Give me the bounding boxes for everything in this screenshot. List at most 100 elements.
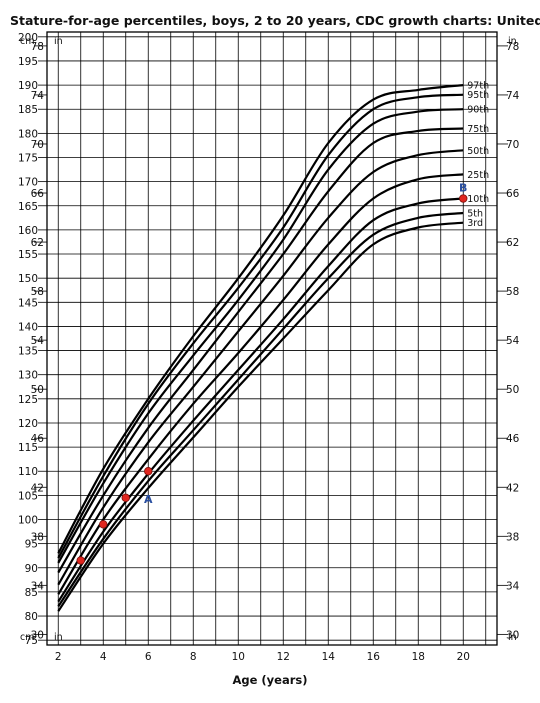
annotation-B: B bbox=[459, 181, 467, 194]
x-tick-label: 14 bbox=[322, 651, 336, 663]
percentile-label-25th: 25th bbox=[467, 170, 489, 181]
inch-tick-label-right: 66 bbox=[506, 188, 520, 200]
percentile-label-50th: 50th bbox=[467, 146, 489, 157]
inch-tick-label-left: 74 bbox=[31, 90, 45, 102]
in-unit-top-left: in bbox=[54, 36, 63, 47]
in-unit-bottom-right: in bbox=[508, 632, 517, 643]
measurement-point bbox=[121, 493, 130, 502]
x-axis-label: Age (years) bbox=[232, 673, 307, 687]
cm-tick-label: 125 bbox=[18, 394, 38, 406]
inch-tick-label-left: 58 bbox=[31, 286, 44, 298]
cm-tick-label: 165 bbox=[18, 201, 38, 213]
x-tick-label: 10 bbox=[232, 651, 245, 663]
annotation-A: A bbox=[144, 493, 153, 506]
inch-tick-label-right: 54 bbox=[506, 335, 520, 347]
inch-tick-label-right: 58 bbox=[506, 286, 519, 298]
cm-tick-label: 135 bbox=[18, 346, 38, 358]
inch-tick-label-left: 62 bbox=[31, 237, 44, 249]
cm-tick-label: 90 bbox=[25, 563, 38, 575]
cm-tick-label: 110 bbox=[18, 466, 38, 478]
cm-tick-label: 190 bbox=[18, 80, 38, 92]
cm-tick-label: 180 bbox=[18, 128, 38, 140]
percentile-curve-95th bbox=[57, 93, 464, 559]
inch-tick-label-left: 30 bbox=[31, 629, 44, 641]
grid bbox=[46, 31, 498, 646]
inch-tick-label-right: 78 bbox=[506, 41, 519, 53]
inch-tick-label-right: 34 bbox=[506, 580, 520, 592]
x-tick-label: 6 bbox=[145, 651, 152, 663]
inch-tick-label-left: 46 bbox=[31, 433, 45, 445]
inch-tick-label-left: 54 bbox=[31, 335, 45, 347]
x-tick-label: 2 bbox=[55, 651, 62, 663]
percentile-curve-75th bbox=[57, 127, 464, 574]
cm-tick-label: 195 bbox=[18, 56, 38, 68]
cm-tick-label: 100 bbox=[18, 515, 38, 527]
inch-tick-label-right: 62 bbox=[506, 237, 519, 249]
cm-unit-top: cm bbox=[20, 36, 34, 47]
percentile-curve-25th bbox=[57, 173, 464, 595]
inch-tick-label-right: 70 bbox=[506, 139, 519, 151]
cm-tick-label: 140 bbox=[18, 321, 38, 333]
inch-tick-label-right: 38 bbox=[506, 531, 519, 543]
percentile-curve-50th bbox=[57, 149, 464, 586]
cm-tick-label: 105 bbox=[18, 490, 38, 502]
in-unit-top-right: in bbox=[508, 36, 517, 47]
cm-tick-label: 95 bbox=[25, 539, 38, 551]
percentile-label-97th: 97th bbox=[467, 81, 489, 92]
cm-tick-label: 115 bbox=[18, 442, 38, 454]
percentile-label-75th: 75th bbox=[467, 124, 489, 135]
cm-tick-label: 200 bbox=[18, 32, 38, 44]
x-tick-label: 8 bbox=[190, 651, 197, 663]
x-tick-label: 16 bbox=[367, 651, 381, 663]
inch-tick-label-right: 50 bbox=[506, 384, 519, 396]
cm-tick-label: 150 bbox=[18, 273, 38, 285]
measurement-point bbox=[76, 556, 85, 565]
cm-tick-label: 160 bbox=[18, 225, 38, 237]
cm-tick-label: 170 bbox=[18, 177, 38, 189]
percentile-curve-90th bbox=[57, 108, 464, 564]
inch-tick-label-left: 50 bbox=[31, 384, 44, 396]
percentile-label-5th: 5th bbox=[467, 209, 483, 220]
inch-tick-label-left: 34 bbox=[31, 580, 45, 592]
cm-tick-label: 80 bbox=[25, 611, 38, 623]
cm-tick-label: 85 bbox=[25, 587, 38, 599]
measurement-points: AB bbox=[76, 181, 468, 565]
inch-tick-label-left: 78 bbox=[31, 41, 44, 53]
inch-tick-label-right: 42 bbox=[506, 482, 519, 494]
percentile-label-10th: 10th bbox=[467, 194, 489, 205]
axis-labels: 7580859095100105110115120125130135140145… bbox=[18, 32, 520, 663]
percentile-curve-5th bbox=[57, 211, 464, 608]
cm-tick-label: 75 bbox=[25, 635, 38, 647]
percentile-label-3rd: 3rd bbox=[467, 218, 483, 229]
x-tick-label: 12 bbox=[277, 651, 290, 663]
percentile-label-90th: 90th bbox=[467, 105, 489, 116]
cm-tick-label: 185 bbox=[18, 104, 38, 116]
inch-tick-label-right: 74 bbox=[506, 90, 520, 102]
inch-tick-label-left: 38 bbox=[31, 531, 44, 543]
plot-frame bbox=[46, 31, 498, 646]
x-tick-label: 20 bbox=[457, 651, 470, 663]
inch-tick-label-right: 46 bbox=[506, 433, 520, 445]
chart-title: Stature-for-age percentiles, boys, 2 to … bbox=[10, 13, 540, 28]
x-tick-label: 18 bbox=[412, 651, 425, 663]
measurement-point bbox=[99, 520, 108, 529]
inch-tick-label-left: 42 bbox=[31, 482, 44, 494]
cm-tick-label: 175 bbox=[18, 152, 38, 164]
x-tick-label: 4 bbox=[100, 651, 107, 663]
in-unit-bottom-left: in bbox=[54, 632, 63, 643]
cm-tick-label: 130 bbox=[18, 370, 38, 382]
inch-tick-label-left: 66 bbox=[31, 188, 45, 200]
cm-tick-label: 155 bbox=[18, 249, 38, 261]
inch-tick-label-right: 30 bbox=[506, 629, 519, 641]
percentile-curve-97th bbox=[57, 84, 464, 554]
inch-tick-label-left: 70 bbox=[31, 139, 44, 151]
cm-tick-label: 120 bbox=[18, 418, 38, 430]
cm-unit-bottom: cm bbox=[20, 632, 34, 643]
percentile-curve-10th bbox=[57, 197, 464, 603]
percentile-curve-3rd bbox=[57, 221, 464, 612]
percentile-label-95th: 95th bbox=[467, 90, 489, 101]
measurement-point bbox=[144, 467, 153, 476]
measurement-point bbox=[459, 194, 468, 203]
